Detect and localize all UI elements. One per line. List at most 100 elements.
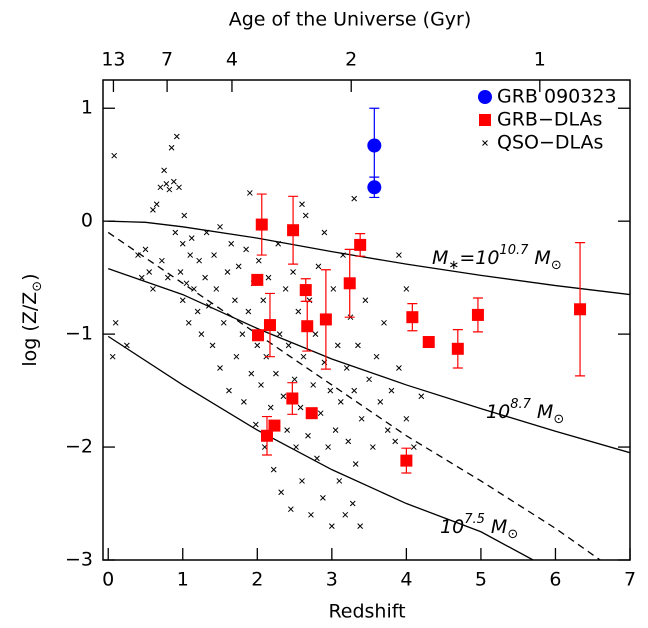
curve-label: M∗=1010.7 M⊙ [432,243,562,273]
point [418,393,425,400]
point [188,235,195,241]
point [345,438,352,445]
point [245,308,252,315]
point [280,393,287,400]
point [196,257,203,264]
point [285,342,292,349]
point [187,252,194,258]
point [163,181,170,187]
point [276,331,283,337]
y-axis-title-part: ⊙ [30,281,45,292]
point [109,353,116,360]
y-tick-label: −2 [65,436,93,458]
point [367,180,382,195]
top-tick-label: 4 [226,49,238,71]
curve-label-part: M [528,247,550,269]
point [251,273,264,286]
point [330,286,337,292]
point [198,331,205,337]
point [235,263,242,270]
curve-label-part: M [432,247,448,269]
point [185,319,192,326]
point [310,382,317,388]
point [343,365,350,371]
point [400,454,413,467]
point [300,353,307,360]
x-tick-label: 4 [400,569,412,591]
point [334,342,341,349]
point [176,184,182,191]
point [252,329,265,342]
point [471,308,484,321]
point [267,404,274,411]
point [260,297,267,304]
point [287,224,300,237]
point [355,342,361,349]
curve-label-part: ⊙ [507,527,518,542]
point [252,421,259,428]
point [202,274,208,281]
top-tick-label: 2 [345,49,357,71]
point [384,427,391,433]
point [301,320,314,333]
point [340,252,346,258]
point [275,240,282,247]
model-curve [108,267,630,454]
curve-label-part: ∗ [448,258,459,273]
model-curve [107,335,534,560]
point [177,269,184,275]
x-tick-label: 1 [177,569,189,591]
point [351,195,358,202]
point [284,427,290,433]
point [146,269,153,275]
point [203,229,210,236]
point [224,269,231,275]
top-tick-label: 13 [101,49,125,71]
point [354,238,367,251]
point [373,353,380,360]
point [157,184,164,191]
point [305,432,311,439]
point [377,399,384,405]
point [321,229,328,236]
x-tick-label: 5 [475,569,487,591]
point [268,419,281,432]
point [327,387,334,394]
point [270,466,277,473]
x-tick-label: 3 [326,569,338,591]
point [320,495,326,501]
curve-label-part: M [485,516,507,538]
point [243,246,249,253]
curve-label: 107.5 M⊙ [440,512,518,542]
point [263,319,276,332]
plot-area [107,107,630,560]
curve-label-part: 7.5 [464,512,485,527]
point [332,427,339,433]
point [290,269,296,275]
legend-marker [479,114,491,126]
point [337,399,344,405]
point [135,252,141,258]
point [211,252,217,258]
point [314,455,320,462]
top-tick-label: 1 [534,49,546,71]
point [217,365,223,371]
point [388,387,395,394]
point [191,286,197,292]
point [217,223,223,230]
point [168,144,175,151]
point [406,311,419,324]
point [258,382,264,388]
point [265,274,272,281]
point [241,399,247,405]
point [319,313,332,326]
point [278,489,285,496]
point [366,376,372,383]
top-tick-label: 7 [161,49,173,71]
point [302,212,309,219]
point [111,152,118,159]
point [246,190,253,196]
point [273,370,279,377]
legend-label: QSO−DLAs [497,132,603,154]
